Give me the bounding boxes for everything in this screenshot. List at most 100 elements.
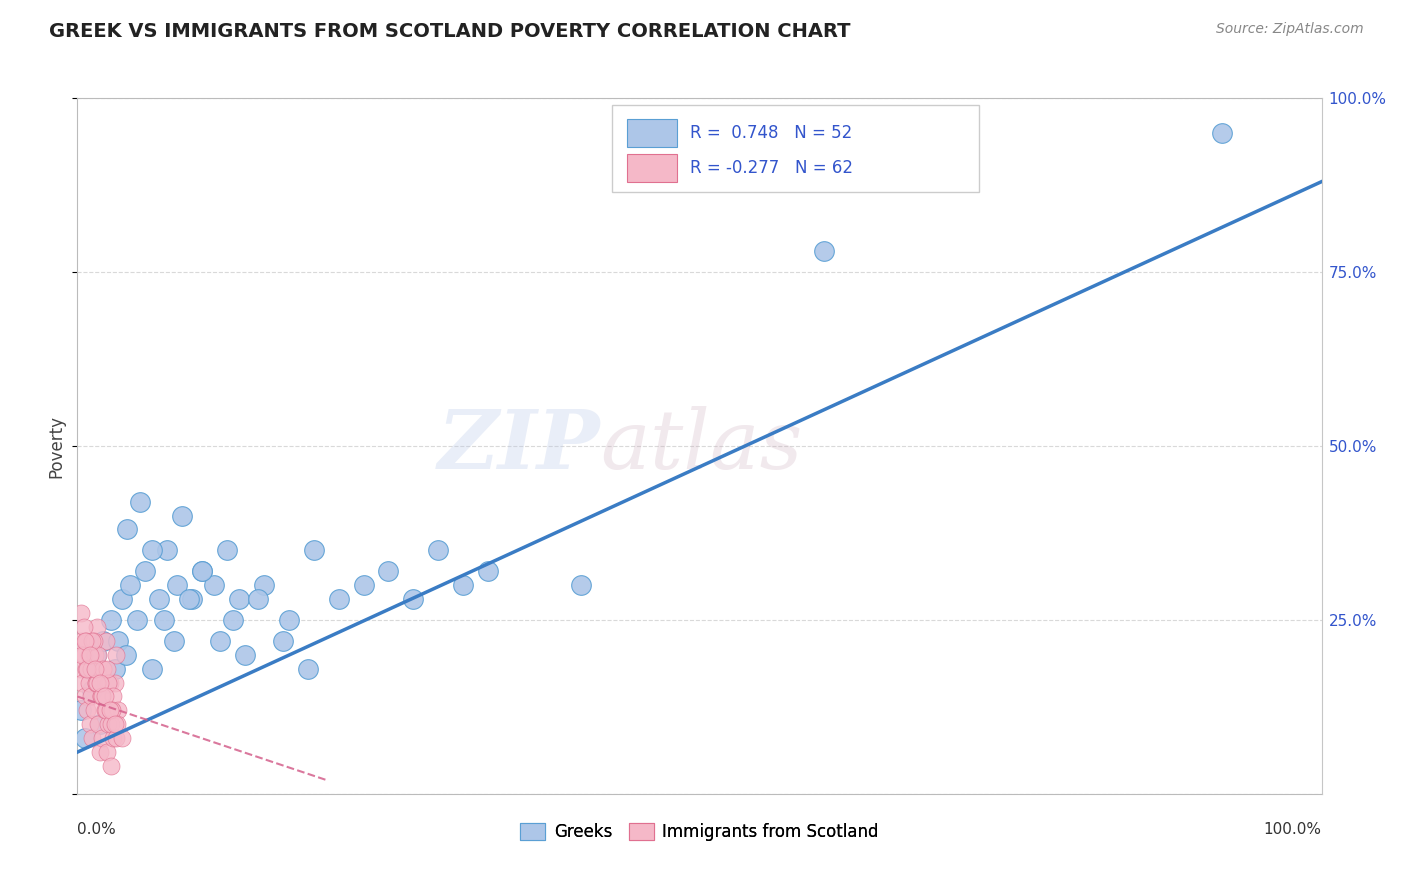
Point	[104, 675, 127, 690]
Point	[70, 633, 93, 648]
Point	[98, 703, 121, 717]
Point	[80, 662, 103, 676]
Point	[87, 648, 110, 662]
Point	[83, 633, 105, 648]
Bar	[627, 119, 678, 147]
Point	[97, 717, 120, 731]
Point	[79, 717, 101, 731]
Point	[89, 745, 111, 759]
FancyBboxPatch shape	[613, 105, 980, 192]
Point	[1211, 126, 1233, 140]
Point	[246, 592, 269, 607]
Legend: Greeks, Immigrants from Scotland: Greeks, Immigrants from Scotland	[513, 817, 886, 848]
Point	[90, 690, 112, 704]
Point	[233, 648, 256, 662]
Point	[72, 675, 94, 690]
Point	[70, 703, 93, 717]
Point	[477, 564, 499, 578]
Point	[163, 633, 186, 648]
Point	[84, 675, 107, 690]
Point	[107, 633, 129, 648]
Point	[72, 620, 94, 634]
Point	[228, 592, 250, 607]
Point	[73, 731, 96, 746]
Point	[72, 648, 94, 662]
Point	[134, 564, 156, 578]
Text: 0.0%: 0.0%	[77, 822, 117, 837]
Point	[82, 682, 104, 697]
Text: R = -0.277   N = 62: R = -0.277 N = 62	[689, 159, 852, 177]
Point	[103, 731, 125, 746]
Point	[100, 717, 122, 731]
Point	[76, 662, 98, 676]
Point	[75, 662, 97, 676]
Point	[91, 731, 114, 746]
Point	[86, 675, 108, 690]
Point	[69, 662, 91, 676]
Y-axis label: Poverty: Poverty	[48, 415, 66, 477]
Point	[451, 578, 474, 592]
Point	[98, 675, 121, 690]
Point	[93, 703, 115, 717]
Point	[377, 564, 399, 578]
Point	[100, 759, 122, 773]
Point	[156, 543, 179, 558]
Point	[328, 592, 350, 607]
Point	[73, 633, 96, 648]
Point	[271, 633, 294, 648]
Point	[104, 717, 127, 731]
Point	[302, 543, 325, 558]
Point	[97, 675, 120, 690]
Point	[93, 690, 115, 704]
Point	[166, 578, 188, 592]
Point	[93, 662, 115, 676]
Point	[84, 648, 107, 662]
Point	[104, 662, 127, 676]
Point	[76, 703, 98, 717]
Point	[70, 606, 93, 620]
Point	[100, 613, 122, 627]
Point	[111, 731, 134, 746]
Point	[83, 648, 105, 662]
Point	[101, 703, 124, 717]
Text: 100.0%: 100.0%	[1264, 822, 1322, 837]
Point	[89, 675, 111, 690]
Point	[222, 613, 245, 627]
Text: R =  0.748   N = 52: R = 0.748 N = 52	[689, 124, 852, 142]
Point	[96, 662, 118, 676]
Point	[96, 745, 118, 759]
Point	[103, 690, 125, 704]
Point	[82, 731, 104, 746]
Point	[91, 690, 114, 704]
Point	[118, 578, 141, 592]
Point	[202, 578, 225, 592]
Point	[77, 662, 100, 676]
Point	[73, 690, 96, 704]
Point	[83, 662, 105, 676]
Point	[82, 633, 104, 648]
Point	[90, 690, 112, 704]
Text: Source: ZipAtlas.com: Source: ZipAtlas.com	[1216, 22, 1364, 37]
Point	[569, 578, 592, 592]
Point	[179, 592, 201, 607]
Point	[215, 543, 238, 558]
Bar	[627, 153, 678, 182]
Point	[105, 717, 128, 731]
Point	[93, 662, 115, 676]
Point	[253, 578, 276, 592]
Point	[89, 717, 111, 731]
Point	[83, 703, 105, 717]
Point	[297, 662, 319, 676]
Point	[128, 494, 150, 508]
Text: GREEK VS IMMIGRANTS FROM SCOTLAND POVERTY CORRELATION CHART: GREEK VS IMMIGRANTS FROM SCOTLAND POVERT…	[49, 22, 851, 41]
Point	[115, 648, 138, 662]
Point	[402, 592, 425, 607]
Point	[84, 675, 107, 690]
Point	[125, 613, 148, 627]
Point	[104, 648, 127, 662]
Point	[111, 592, 134, 607]
Point	[277, 613, 299, 627]
Point	[72, 648, 94, 662]
Point	[86, 620, 108, 634]
Point	[427, 543, 450, 558]
